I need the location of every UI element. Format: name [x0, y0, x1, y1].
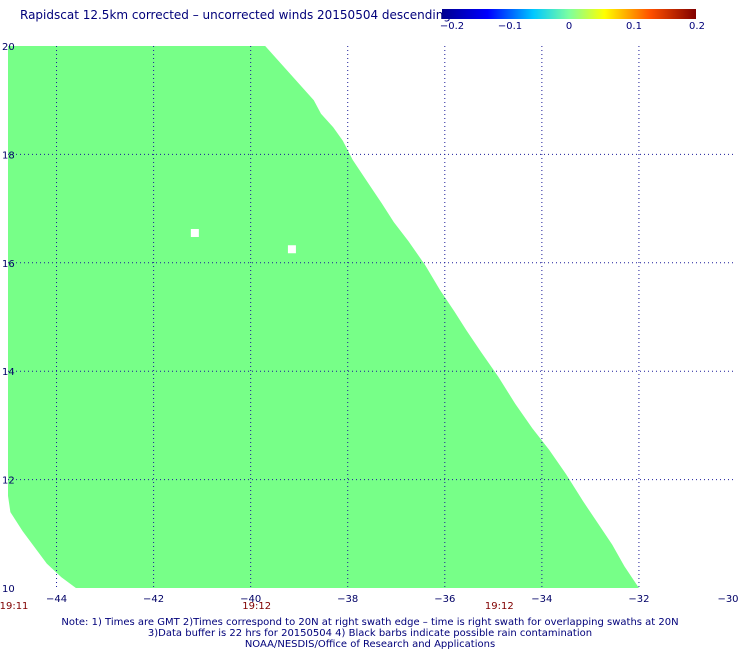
colorbar-label-neg02: −0.2: [439, 21, 465, 32]
data-gap-0: [190, 228, 199, 237]
lat-tick-label: 10: [2, 584, 15, 595]
tick-layer: −44 −42 −40 −38 −36 −34 −32 −30 10 12 14 16 18 20: [2, 42, 739, 605]
data-gap-1: [287, 245, 296, 254]
lon-tick-label: −32: [628, 594, 649, 605]
colorbar-label-pos02: 0.2: [689, 21, 705, 32]
lat-tick-label: 18: [2, 150, 15, 161]
lon-tick-label: −38: [337, 594, 358, 605]
lat-tick-label: 14: [2, 367, 15, 378]
lat-tick-label: 20: [2, 42, 15, 53]
colorbar: [442, 9, 696, 19]
note-line-3: NOAA/NESDIS/Office of Research and Appli…: [244, 639, 496, 650]
colorbar-label-zero: 0: [565, 21, 573, 32]
time-label: 19:12: [485, 601, 514, 612]
lon-tick-label: −44: [46, 594, 67, 605]
time-layer: 19:11 19:12 19:12: [0, 601, 514, 612]
time-label: 19:11: [0, 601, 28, 612]
note-line-2: 3)Data buffer is 22 hrs for 20150504 4) …: [147, 628, 593, 639]
lat-tick-label: 12: [2, 476, 15, 487]
lon-tick-label: −40: [240, 594, 261, 605]
swath-area: [8, 46, 639, 588]
lon-tick-label: −42: [143, 594, 164, 605]
lon-tick-label: −30: [717, 594, 738, 605]
grid-layer: [8, 46, 736, 588]
swath-layer: [8, 46, 639, 588]
lon-tick-label: −36: [434, 594, 455, 605]
lat-tick-label: 16: [2, 259, 15, 270]
gap-layer: [190, 228, 296, 254]
map-title: Rapidscat 12.5km corrected – uncorrected…: [20, 8, 451, 22]
note-line-1: Note: 1) Times are GMT 2)Times correspon…: [61, 617, 679, 628]
colorbar-label-pos01: 0.1: [626, 21, 642, 32]
lon-tick-label: −34: [531, 594, 552, 605]
colorbar-label-neg01: −0.1: [497, 21, 523, 32]
time-label: 19:12: [242, 601, 271, 612]
